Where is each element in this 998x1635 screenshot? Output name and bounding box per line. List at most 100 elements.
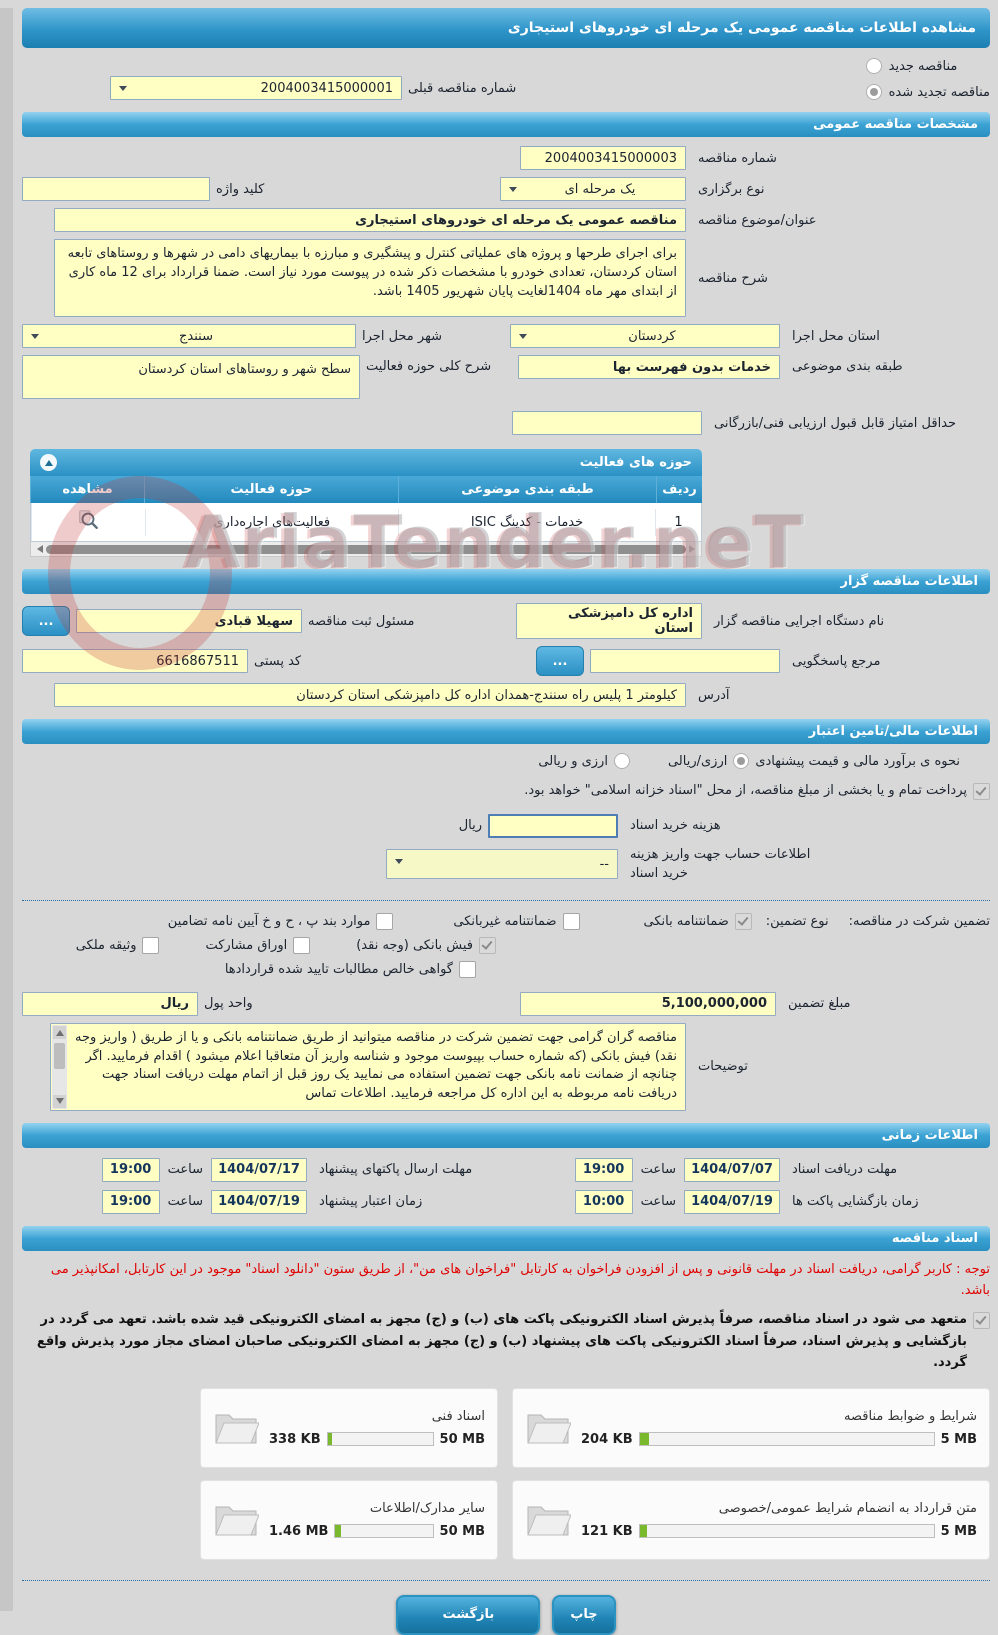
bank-slip-label: فیش بانکی (وجه نقد) xyxy=(356,937,473,953)
file-max-size: 50 MB xyxy=(439,1431,485,1447)
doc-fee-field[interactable] xyxy=(488,813,618,838)
opening-date[interactable]: 1404/07/19 xyxy=(684,1189,780,1214)
folder-icon[interactable] xyxy=(525,1406,572,1450)
agency-more-button[interactable]: ... xyxy=(22,606,70,636)
both-currency-radio[interactable] xyxy=(613,753,630,769)
subject-label: عنوان/موضوع مناقصه xyxy=(698,212,817,228)
category-label: طبقه بندی موضوعی xyxy=(792,359,903,374)
scroll-left-arrow-icon[interactable] xyxy=(32,544,44,554)
scroll-right-arrow-icon[interactable] xyxy=(688,544,700,554)
tender-no-field[interactable]: 2004003415000003 xyxy=(520,146,686,170)
submit-deadline-date[interactable]: 1404/07/17 xyxy=(211,1157,307,1182)
scope-field[interactable]: سطح شهر و روستاهای استان کردستان xyxy=(22,355,360,399)
new-tender-radio[interactable] xyxy=(865,58,882,74)
reply-reference-field[interactable] xyxy=(590,649,780,673)
file-title: شرایط و ضوابط مناقصه xyxy=(844,1408,977,1424)
left-gutter xyxy=(0,8,13,1611)
currency-field[interactable]: ریال xyxy=(22,991,198,1016)
table-horizontal-scrollbar[interactable] xyxy=(30,542,702,557)
treasury-note: پرداخت تمام و یا بخشی از مبلغ مناقصه، از… xyxy=(524,783,967,798)
folder-icon[interactable] xyxy=(213,1498,260,1542)
column-header-row-no: ردیف xyxy=(656,476,702,503)
fee-account-label: اطلاعات حساب جهت واریز هزینه خرید اسناد xyxy=(630,846,811,882)
city-label: شهر محل اجرا xyxy=(362,328,442,344)
validity-date[interactable]: 1404/07/19 xyxy=(211,1189,307,1214)
back-button[interactable]: بازگشت xyxy=(396,1594,541,1635)
subject-field[interactable]: مناقصه عمومی یک مرحله ای خودروهای استیجا… xyxy=(54,208,686,232)
guarantee-row-label: تضمین شرکت در مناقصه: xyxy=(848,913,990,929)
province-select[interactable]: کردستان xyxy=(510,324,780,348)
doc-deadline-time[interactable]: 19:00 xyxy=(574,1157,633,1182)
hour-label: ساعت xyxy=(167,1162,203,1178)
section-financial-info: اطلاعات مالی/تامین اعتبار xyxy=(22,719,990,744)
bylaw-items-checkbox[interactable] xyxy=(376,912,394,930)
opening-time[interactable]: 10:00 xyxy=(574,1189,633,1214)
row-category: خدمات - کدینگ ISIC xyxy=(397,508,655,536)
collapse-icon[interactable] xyxy=(40,454,57,471)
submit-deadline-time[interactable]: 19:00 xyxy=(101,1157,160,1182)
folder-icon[interactable] xyxy=(213,1406,260,1450)
page-title: مشاهده اطلاعات مناقصه عمومی یک مرحله ای … xyxy=(22,8,990,48)
file-card-contract[interactable]: متن قرارداد به انضمام شرایط عمومی/خصوصی … xyxy=(512,1479,990,1560)
guarantee-amount-label: مبلغ تضمین xyxy=(788,996,851,1012)
city-select[interactable]: سنندج xyxy=(22,324,356,348)
description-label: شرح مناقصه xyxy=(698,270,768,286)
bonds-checkbox[interactable] xyxy=(293,936,311,954)
keyword-field[interactable] xyxy=(22,177,210,201)
nonbank-guarantee-checkbox[interactable] xyxy=(562,912,580,930)
print-button[interactable]: چاپ xyxy=(552,1594,616,1635)
hold-type-select[interactable]: یک مرحله ای xyxy=(500,177,686,201)
commitment-checkbox[interactable] xyxy=(973,1312,990,1330)
scroll-down-arrow-icon[interactable] xyxy=(53,1094,66,1108)
folder-icon[interactable] xyxy=(525,1498,572,1542)
currency-label: واحد پول xyxy=(204,996,253,1012)
column-header-category: طبقه بندی موضوعی xyxy=(398,476,656,503)
file-card-terms[interactable]: شرایط و ضوابط مناقصه 204 KB 5 MB xyxy=(512,1387,990,1468)
property-collateral-label: وثیقه ملکی xyxy=(75,937,137,953)
province-label: استان محل اجرا xyxy=(792,328,880,344)
treasury-checkbox[interactable] xyxy=(973,783,990,800)
row-field: فعالیت‌های اجاره‌داری xyxy=(144,508,398,536)
validity-time[interactable]: 19:00 xyxy=(101,1189,160,1214)
section-timing-info: اطلاعات زمانی xyxy=(22,1122,990,1148)
agency-name-field[interactable]: اداره کل دامپزشکی استان xyxy=(516,603,702,639)
file-card-other[interactable]: سایر مدارک/اطلاعات 1.46 MB 50 MB xyxy=(200,1479,498,1560)
doc-deadline-date[interactable]: 1404/07/07 xyxy=(684,1157,780,1182)
previous-tender-no-select[interactable]: 2004003415000001 xyxy=(110,76,402,100)
table-row: 1 خدمات - کدینگ ISIC فعالیت‌های اجاره‌دا… xyxy=(30,503,702,542)
min-score-field[interactable] xyxy=(512,411,702,435)
rial-currency-radio[interactable] xyxy=(733,753,750,769)
category-field[interactable]: خدمات بدون فهرست بها xyxy=(518,355,780,379)
hour-label: ساعت xyxy=(167,1194,203,1210)
scrollbar-thumb[interactable] xyxy=(46,544,686,554)
notes-textarea[interactable]: مناقصه گران گرامی جهت تضمین شرکت در مناق… xyxy=(50,1022,686,1111)
scroll-up-arrow-icon[interactable] xyxy=(53,1025,66,1039)
bank-slip-checkbox[interactable] xyxy=(479,936,496,954)
guarantee-type-label: نوع تضمین: xyxy=(765,913,829,929)
property-collateral-checkbox[interactable] xyxy=(142,936,160,954)
description-textarea[interactable]: برای اجرای طرحها و پروژه های عملیاتی کنت… xyxy=(54,239,686,317)
activity-table-title: حوزه های فعالیت xyxy=(579,455,692,470)
registrar-field[interactable]: سهیلا قبادی xyxy=(76,609,302,633)
rial-currency-label: ارزی/ریالی xyxy=(667,753,728,769)
bank-guarantee-checkbox[interactable] xyxy=(734,912,752,930)
notes-scrollbar-thumb[interactable] xyxy=(54,1042,65,1069)
postal-code-field[interactable]: 6616867511 xyxy=(22,649,248,673)
file-card-technical[interactable]: اسناد فنی 338 KB 50 MB xyxy=(200,1387,498,1468)
net-claims-checkbox[interactable] xyxy=(459,960,476,978)
guarantee-amount-field[interactable]: 5,100,000,000 xyxy=(520,991,776,1016)
min-score-label: حداقل امتیاز قابل قبول ارزیابی فنی/بازرگ… xyxy=(714,415,957,431)
fee-account-select[interactable]: -- xyxy=(386,849,618,880)
file-max-size: 5 MB xyxy=(940,1523,977,1539)
download-notice: توجه : کاربر گرامی، دریافت اسناد در مهلت… xyxy=(50,1261,990,1298)
notes-scrollbar[interactable] xyxy=(52,1024,67,1109)
file-max-size: 5 MB xyxy=(940,1431,977,1447)
address-field[interactable]: کیلومتر 1 پلیس راه سنندج-همدان اداره کل … xyxy=(54,683,686,707)
doc-deadline-label: مهلت دریافت اسناد xyxy=(792,1162,898,1178)
commitment-text: متعهد می شود در اسناد مناقصه، صرفاً پذیر… xyxy=(36,1312,967,1371)
view-magnifier-icon[interactable] xyxy=(30,503,145,541)
reply-more-button[interactable]: ... xyxy=(536,646,584,676)
file-size-bar xyxy=(638,1524,935,1539)
renewed-tender-label: مناقصه تجدید شده xyxy=(888,84,990,100)
renewed-tender-radio[interactable] xyxy=(865,84,882,100)
